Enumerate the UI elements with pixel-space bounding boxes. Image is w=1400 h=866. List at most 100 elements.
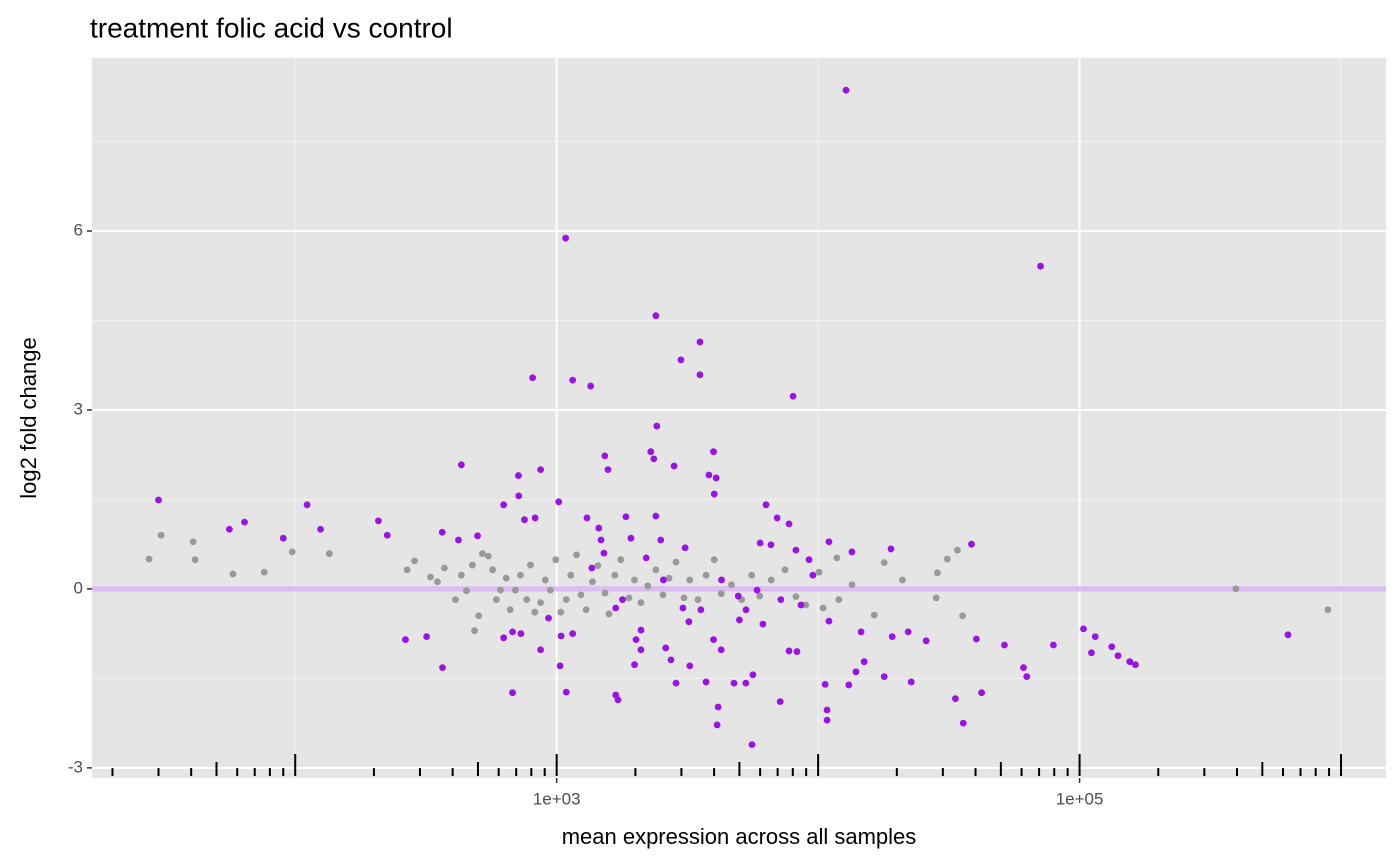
point [785, 647, 793, 655]
point [625, 594, 633, 602]
point [434, 578, 441, 586]
point [734, 592, 742, 600]
point [951, 695, 959, 703]
point [653, 422, 661, 430]
point [848, 581, 856, 589]
point [402, 636, 409, 644]
point [777, 596, 785, 604]
point [662, 644, 670, 652]
point [631, 661, 638, 669]
point [1284, 631, 1292, 639]
point [802, 601, 810, 609]
point [457, 461, 465, 469]
point [809, 571, 817, 579]
point [712, 474, 720, 482]
point [588, 564, 596, 572]
point [1114, 652, 1122, 660]
point [652, 512, 660, 520]
point [697, 606, 705, 614]
point [594, 562, 602, 570]
point [1020, 664, 1027, 672]
point [943, 555, 951, 563]
point [705, 471, 713, 479]
point [403, 566, 411, 574]
point [492, 596, 500, 604]
point [922, 637, 930, 645]
y-tick-label: 0 [74, 578, 83, 597]
point [468, 561, 476, 569]
point [773, 514, 781, 522]
point [500, 634, 508, 642]
point [438, 528, 446, 536]
point [225, 525, 233, 533]
point [440, 564, 448, 572]
point [776, 698, 784, 706]
point [427, 573, 434, 581]
point [823, 716, 831, 724]
point [749, 671, 757, 679]
point [502, 574, 510, 582]
point [521, 516, 528, 524]
point [489, 566, 497, 574]
point [696, 371, 704, 379]
point [686, 576, 694, 584]
point [537, 599, 544, 607]
point [601, 589, 609, 597]
x-tick-label: 1e+05 [1056, 789, 1104, 808]
point [880, 559, 888, 567]
point [789, 392, 797, 400]
point [612, 604, 620, 612]
point [556, 662, 564, 670]
point [710, 636, 717, 644]
point [710, 490, 718, 498]
point [642, 554, 650, 562]
point [672, 679, 680, 687]
point [972, 635, 980, 643]
point [702, 678, 710, 686]
point [562, 688, 570, 696]
point [189, 538, 197, 546]
point [515, 492, 523, 500]
point [605, 610, 613, 618]
point [545, 614, 552, 622]
point [898, 576, 906, 584]
point [617, 556, 625, 564]
point [527, 561, 534, 569]
point [595, 524, 603, 532]
point [317, 525, 324, 533]
point [531, 608, 539, 616]
point [702, 571, 710, 579]
point [546, 586, 554, 594]
point [713, 721, 721, 729]
point [582, 606, 590, 614]
point [710, 556, 718, 564]
point [515, 472, 522, 479]
point [860, 658, 868, 666]
point [600, 549, 608, 557]
point [696, 338, 704, 346]
point [1080, 625, 1087, 633]
point [954, 546, 961, 554]
point [819, 604, 827, 612]
point [500, 501, 508, 509]
point [665, 574, 673, 582]
point [959, 612, 967, 620]
point [523, 596, 531, 604]
point [888, 633, 896, 641]
point [537, 466, 544, 473]
point [797, 601, 805, 609]
point [509, 689, 516, 697]
point [652, 312, 660, 320]
point [452, 596, 459, 604]
point [742, 679, 750, 687]
point [191, 556, 199, 564]
point [657, 536, 665, 544]
point [155, 496, 162, 504]
point [589, 578, 596, 586]
point [904, 628, 912, 636]
point [1049, 641, 1057, 649]
plot-panel [92, 58, 1386, 778]
point [587, 382, 595, 390]
point [672, 558, 680, 566]
